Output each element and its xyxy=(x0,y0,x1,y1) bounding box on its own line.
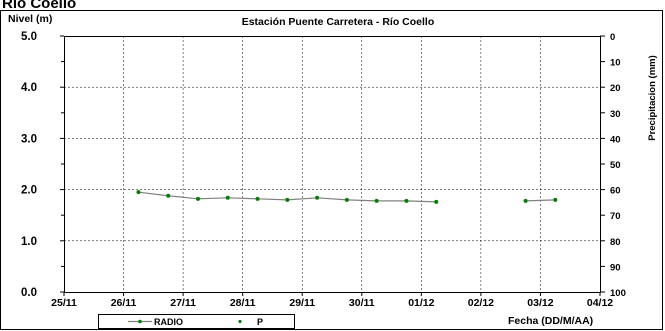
x-tick-label: 30/11 xyxy=(349,297,375,309)
series-radio-point xyxy=(196,196,200,201)
y-tick-label: 1.0 xyxy=(21,236,37,248)
x-tick-label: 27/11 xyxy=(170,297,196,309)
x-tick-label: 25/11 xyxy=(51,297,77,309)
y-tick-label: 0.0 xyxy=(21,287,37,299)
legend-p-marker xyxy=(238,319,242,324)
x-tick-label: 04/12 xyxy=(587,297,613,309)
y2-tick-label: 0 xyxy=(610,32,615,43)
series-radio-point xyxy=(553,197,558,202)
plot-area xyxy=(64,36,601,293)
y2-tick-label: 70 xyxy=(610,211,621,222)
y-tick-label: 4.0 xyxy=(21,82,37,94)
legend-radio-marker xyxy=(138,319,142,324)
y-tick-label: 5.0 xyxy=(21,31,37,43)
y2-tick-label: 30 xyxy=(610,109,621,120)
series-radio-point xyxy=(315,195,320,200)
y2-tick-label: 50 xyxy=(610,160,621,171)
series-radio-point xyxy=(285,197,290,202)
x-tick-label: 02/12 xyxy=(468,297,494,309)
series-radio-point xyxy=(166,193,171,198)
y2-tick-label: 40 xyxy=(610,134,621,145)
series-radio-point xyxy=(404,198,409,203)
legend-box xyxy=(98,314,295,329)
y2-tick-label: 20 xyxy=(610,83,621,94)
y-tick-label: 3.0 xyxy=(21,133,37,145)
y-tick-label: 2.0 xyxy=(21,185,37,197)
series-radio-point xyxy=(374,198,379,203)
x-axis-label: Fecha (DD/M/AA) xyxy=(508,315,593,327)
y2-tick-label: 10 xyxy=(610,58,621,69)
series-radio-line xyxy=(525,199,556,202)
y2-tick-label: 100 xyxy=(610,288,626,299)
x-tick-label: 26/11 xyxy=(111,297,137,309)
y2-tick-label: 60 xyxy=(610,186,621,197)
x-tick-label: 03/12 xyxy=(527,297,553,309)
series-radio-point xyxy=(136,190,141,195)
y2-tick-label: 80 xyxy=(610,237,621,248)
x-tick-label: 28/11 xyxy=(230,297,256,309)
page-top-text: Rio Coello xyxy=(2,0,76,12)
series-layer xyxy=(136,190,558,204)
legend-radio-label: RADIO xyxy=(154,317,183,327)
legend: RADIO P xyxy=(98,314,295,329)
x-tick-label: 01/12 xyxy=(408,297,434,309)
y2-axis-label: Precipitacion (mm) xyxy=(647,55,658,141)
x-tick-label: 29/11 xyxy=(289,297,315,309)
series-radio-point xyxy=(434,199,439,204)
series-radio-point xyxy=(225,195,230,200)
series-radio-point xyxy=(523,198,528,203)
series-radio-point xyxy=(255,196,260,201)
axis-layer: 25/11 26/11 27/11 28/11 29/11 30/11 01/12 02/12… xyxy=(21,31,626,309)
series-radio-point xyxy=(344,197,349,202)
legend-p-label: P xyxy=(257,317,263,327)
grid-layer xyxy=(64,36,600,292)
y2-tick-label: 90 xyxy=(610,262,621,273)
chart-title: Estación Puente Carretera - Río Coello xyxy=(242,16,435,28)
y-axis-label: Nivel (m) xyxy=(8,13,52,25)
